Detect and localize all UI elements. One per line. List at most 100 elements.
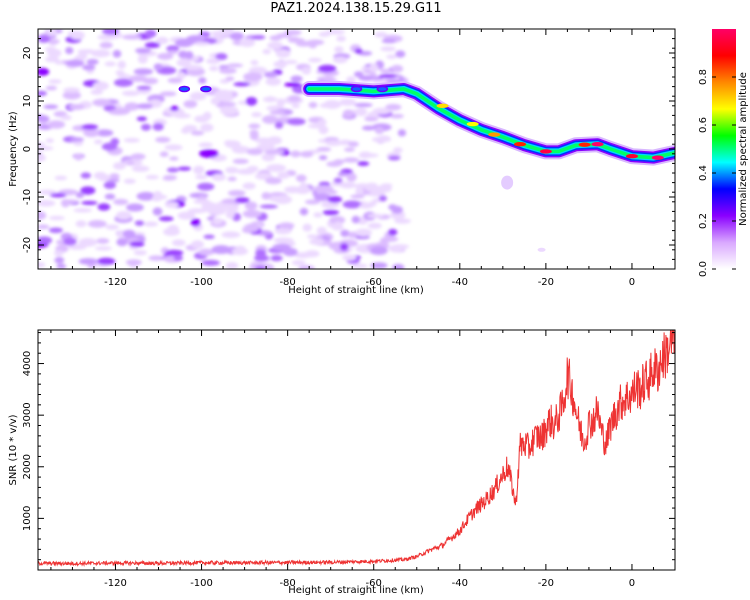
noise-blob [189,208,202,214]
noise-blob [167,224,179,234]
noise-blob [275,49,291,58]
snr-y-axis-label: SNR (10 * v/v) [8,414,19,485]
noise-blob [265,177,282,185]
noise-blob [273,195,293,204]
noise-blob [201,259,220,266]
x-tick-label: -100 [190,277,213,288]
noise-blob [353,71,364,78]
noise-blob [122,229,136,239]
ridge-band [303,83,675,164]
noise-blob [313,184,334,193]
noise-blob [355,187,364,196]
spectrogram-y-axis-label: Frequency (Hz) [8,111,19,187]
noise-blob [336,35,346,42]
noise-blob [211,245,231,255]
noise-blob [80,186,96,195]
noise-blob [95,129,114,137]
noise-blob [344,147,355,152]
noise-blob [299,182,308,191]
noise-blob [174,38,194,48]
x-tick-label: -60 [366,578,382,589]
noise-blob [171,239,186,247]
noise-blob [370,246,388,256]
noise-blob [38,262,46,268]
ridge-peak [466,121,479,127]
colorbar-tick-label: 0.8 [698,69,709,85]
noise-blob [183,100,198,108]
noise-blob [370,262,388,269]
noise-blob [75,191,85,199]
noise-blob [385,103,402,111]
ridge-peak [625,154,638,159]
y-tick-label: 3000 [22,402,33,427]
noise-blob [327,196,343,203]
noise-blob [47,39,60,44]
noise-blob [176,71,186,80]
noise-blob [231,145,250,154]
noise-blob [48,79,62,84]
noise-blob [233,82,251,87]
noise-blob [47,120,66,129]
noise-blob [153,191,163,199]
noise-blob [229,32,244,41]
noise-blob [128,75,148,82]
noise-blob [256,143,276,152]
y-tick-label: -20 [22,237,33,253]
noise-blob [261,115,279,124]
y-tick-label: -10 [22,189,33,205]
ridge-peak [488,132,501,137]
noise-blob [54,250,64,257]
noise-blob [45,138,54,143]
noise-blob [380,46,396,52]
noise-blob [96,238,110,244]
noise-blob [122,34,142,40]
noise-blob [342,200,362,209]
noise-blob [318,64,337,73]
noise-blob [308,42,317,49]
noise-blob [104,193,116,200]
noise-blob [308,101,318,109]
noise-blob [104,61,116,67]
noise-blob [389,113,404,119]
noise-blob [365,184,380,192]
noise-blob [342,254,357,261]
noise-blob [177,166,192,171]
noise-blob [304,199,321,205]
noise-blob [60,114,72,121]
noise-blob [272,243,291,251]
noise-blob [54,60,64,65]
snr-frame [37,329,676,571]
noise-blob [212,217,223,225]
noise-blob [243,72,263,82]
noise-blob [283,60,298,65]
noise-blob [170,105,179,111]
colorbar-tick-label: 0.6 [698,117,709,133]
ridge-peak [651,155,664,160]
noise-blob [340,229,350,238]
x-tick-label: -20 [538,578,554,589]
noise-blob [195,174,208,180]
noise-blob [290,75,303,83]
noise-blob [38,199,56,207]
ridge-peak [200,85,212,93]
noise-blob [355,228,372,237]
noise-blob [367,213,385,218]
x-tick-label: -20 [538,277,554,288]
noise-blob [261,153,276,162]
noise-blob [143,221,159,227]
noise-blob [378,195,387,202]
noise-blob [302,223,312,232]
noise-blob [381,38,397,44]
noise-blob [38,115,50,123]
noise-blob [92,98,112,107]
noise-blob [200,123,214,132]
noise-blob [262,96,278,103]
noise-blob [46,29,57,36]
noise-blob [155,36,169,45]
x-tick-label: -60 [366,277,382,288]
noise-blob [224,140,235,146]
noise-blob [267,136,283,145]
noise-blob [393,147,403,154]
noise-blob [173,113,191,119]
x-tick-label: 0 [629,277,635,288]
